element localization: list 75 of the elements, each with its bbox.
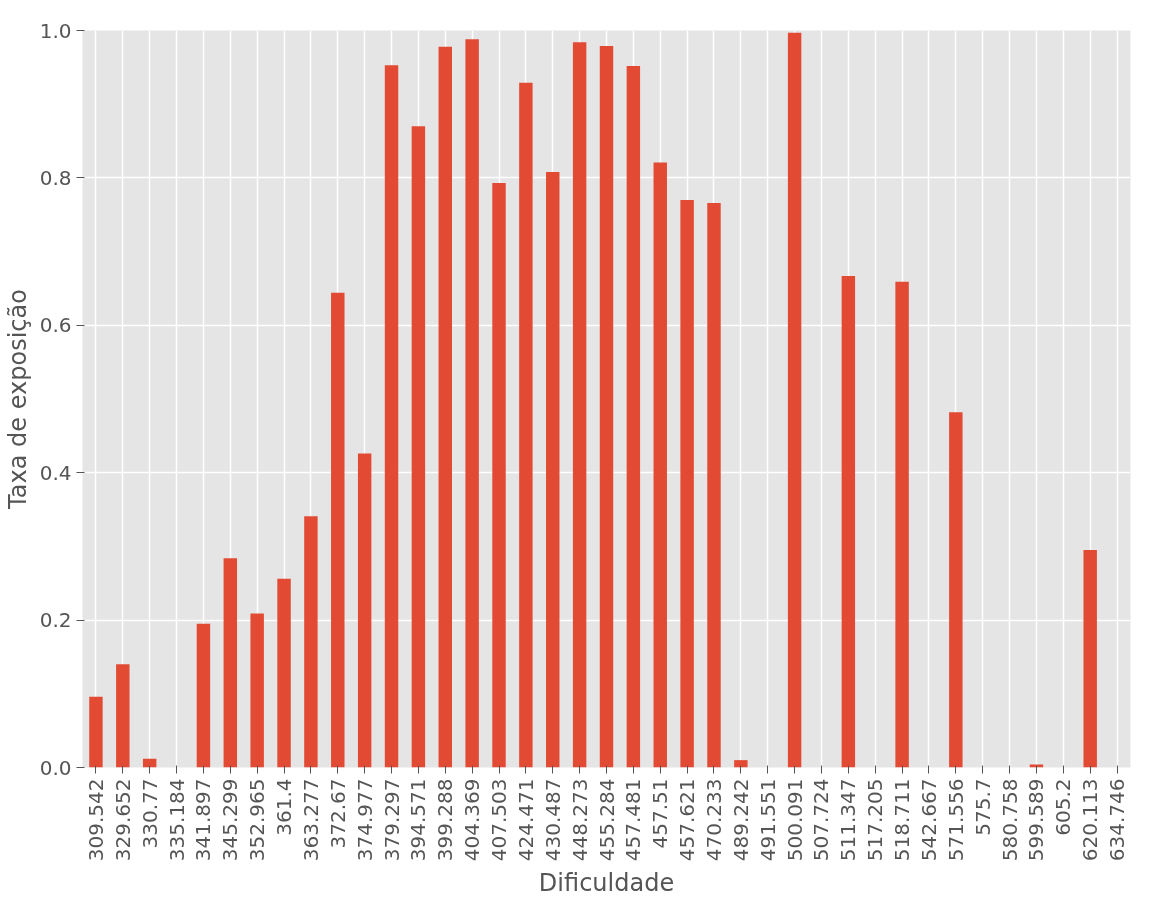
x-tick-label: 361.4: [272, 778, 297, 836]
bar: [250, 613, 264, 768]
x-tick-label: 634.746: [1105, 778, 1130, 862]
x-tick-label: 407.503: [487, 778, 512, 862]
bar: [546, 172, 560, 768]
bar: [116, 664, 130, 768]
x-tick-label: 575.7: [970, 778, 995, 836]
x-tick-label: 507.724: [809, 778, 834, 862]
bar: [411, 126, 426, 768]
x-tick-label: 372.67: [325, 778, 350, 849]
x-tick-label: 489.242: [728, 778, 753, 862]
bar: [384, 65, 399, 768]
bar: [680, 200, 694, 768]
x-tick-label: 394.571: [406, 778, 431, 862]
x-axis-title: Dificuldade: [538, 869, 675, 898]
x-tick-label: 470.233: [701, 778, 726, 862]
x-tick-label: 448.273: [567, 778, 592, 862]
bar: [841, 275, 856, 768]
bar: [304, 516, 318, 768]
x-tick-label: 379.297: [379, 778, 404, 862]
y-tick-label: 0.6: [39, 313, 72, 338]
bar: [196, 623, 211, 768]
bar: [734, 760, 748, 768]
x-tick-label: 457.481: [621, 778, 646, 862]
x-tick-label: 363.277: [298, 778, 323, 862]
y-axis-title: Taxa de exposição: [3, 289, 32, 510]
bar: [331, 292, 345, 768]
x-tick-label: 404.369: [460, 778, 485, 862]
bar: [787, 32, 802, 768]
x-tick-label: 491.551: [755, 778, 780, 862]
x-tick-label: 424.471: [513, 778, 538, 862]
x-tick-label: 518.711: [890, 778, 915, 862]
y-tick-label: 0.8: [39, 165, 72, 190]
x-tick-label: 605.2: [1051, 778, 1076, 836]
x-tick-label: 335.184: [164, 778, 189, 862]
x-tick-label: 599.589: [1024, 778, 1049, 862]
bar: [707, 202, 721, 768]
bar: [1083, 550, 1097, 768]
bar: [89, 696, 103, 768]
bar: [895, 281, 909, 768]
bar: [277, 578, 291, 768]
bar: [653, 162, 667, 768]
bar: [438, 46, 452, 768]
x-tick-label: 457.621: [675, 778, 700, 862]
y-tick-label: 0.0: [39, 755, 72, 780]
x-tick-label: 374.977: [352, 778, 377, 862]
bar: [599, 45, 614, 768]
x-tick-label: 542.667: [916, 778, 941, 862]
x-tick-label: 341.897: [191, 778, 216, 862]
x-tick-label: 580.758: [997, 778, 1022, 862]
x-tick-label: 330.77: [137, 778, 162, 849]
bar: [492, 183, 506, 768]
bar: [572, 42, 587, 768]
y-tick-label: 1.0: [39, 18, 72, 43]
x-tick-label: 511.347: [836, 778, 861, 862]
bar: [626, 65, 641, 768]
bar: [357, 453, 372, 768]
bar: [465, 39, 479, 768]
bar: [223, 558, 238, 768]
x-tick-label: 571.556: [943, 778, 968, 862]
y-tick-label: 0.2: [39, 608, 72, 633]
x-tick-label: 309.542: [83, 778, 108, 862]
x-tick-label: 399.288: [433, 778, 458, 862]
bar: [949, 412, 963, 768]
x-tick-label: 457.51: [648, 778, 673, 849]
x-tick-label: 430.487: [540, 778, 565, 862]
bar: [519, 82, 533, 768]
x-tick-label: 329.652: [110, 778, 135, 862]
x-tick-label: 620.113: [1078, 778, 1103, 862]
x-tick-label: 500.091: [782, 778, 807, 862]
x-tick-label: 517.205: [863, 778, 888, 862]
x-tick-label: 345.299: [218, 778, 243, 862]
y-tick-label: 0.4: [39, 460, 72, 485]
x-tick-label: 455.284: [594, 778, 619, 862]
x-tick-label: 352.965: [245, 778, 270, 862]
